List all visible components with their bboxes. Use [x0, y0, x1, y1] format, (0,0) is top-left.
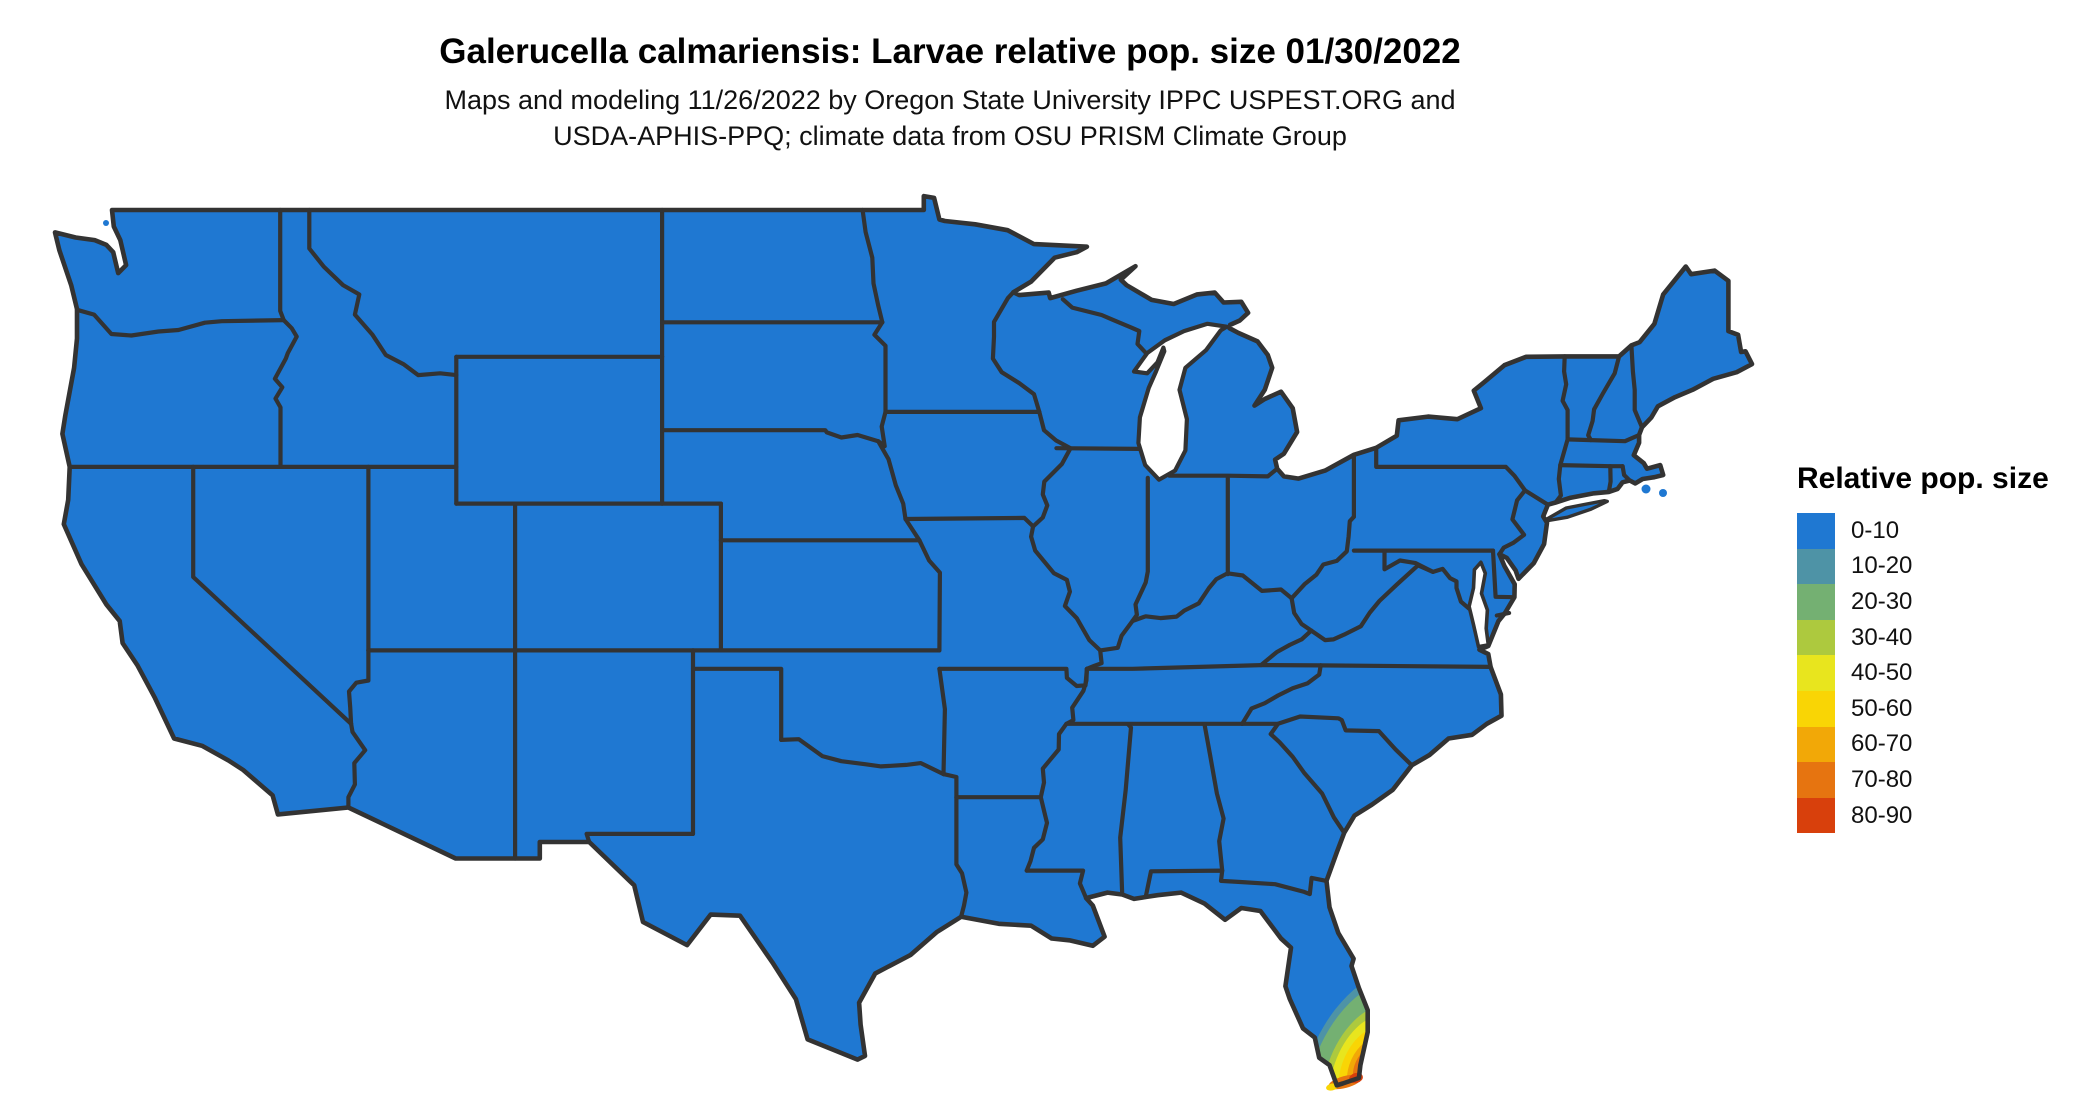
state-border-line: [191, 464, 354, 726]
legend-swatch: [1797, 619, 1835, 656]
state-border-line: [1522, 488, 1551, 507]
legend-item-40-50: 40-50: [1797, 655, 2049, 691]
legend-title: Relative pop. size: [1797, 462, 2049, 495]
state-border-line: [1143, 868, 1329, 900]
state-border-line: [1060, 297, 1148, 355]
legend-item-10-20: 10-20: [1797, 548, 2049, 585]
legend-item-label: 40-50: [1851, 659, 1913, 687]
state-border-line: [1084, 662, 1323, 671]
state-border-line: [779, 737, 946, 777]
state-border-line: [659, 409, 888, 449]
state-border-line: [876, 439, 908, 522]
state-border-line: [1098, 514, 1357, 653]
state-border-line: [1318, 663, 1493, 670]
legend-item-label: 30-40: [1851, 623, 1913, 651]
state-border-line: [990, 290, 1104, 671]
state-border-line: [1565, 432, 1642, 444]
legend-item-label: 50-60: [1851, 694, 1913, 722]
state-border-line: [1560, 354, 1570, 442]
coastal-island: [1641, 484, 1651, 494]
page-subtitle-line1: Maps and modeling 11/26/2022 by Oregon S…: [444, 85, 1456, 115]
state-border-line: [74, 307, 286, 338]
legend-item-label: 80-90: [1851, 801, 1913, 829]
legend-item-label: 60-70: [1851, 730, 1913, 758]
state-border-line: [1606, 464, 1613, 494]
state-border-line: [1497, 488, 1528, 557]
legend-swatch: [1797, 655, 1835, 691]
state-border-line: [1202, 722, 1226, 873]
state-border-line: [346, 721, 368, 810]
state-border-line: [272, 318, 299, 469]
state-border-line: [690, 666, 784, 743]
page-title: Galerucella calmariensis: Larvae relativ…: [439, 32, 1461, 71]
state-border-line: [872, 320, 888, 414]
state-border-line: [903, 515, 1036, 529]
legend-swatch: [1797, 584, 1835, 620]
state-border-line: [1382, 548, 1480, 615]
legend-item-70-80: 70-80: [1797, 762, 2049, 798]
state-border-line: [860, 207, 885, 325]
state-border-line: [1167, 466, 1280, 479]
page-subtitle: Maps and modeling 11/26/2022 by Oregon S…: [0, 82, 1900, 154]
page-subtitle-line2: USDA-APHIS-PPQ; climate data from OSU PR…: [553, 121, 1347, 151]
state-border-line: [1118, 722, 1134, 897]
state-border-line: [1268, 721, 1347, 835]
legend-swatch: [1797, 762, 1835, 798]
legend-swatch: [1797, 690, 1835, 727]
state-border-line: [937, 666, 948, 777]
state-border-line: [1054, 446, 1142, 451]
legend-item-50-60: 50-60: [1797, 690, 2049, 727]
state-border-line: [1130, 475, 1150, 624]
state-border-line: [1309, 563, 1436, 643]
state-border-line: [1240, 663, 1323, 726]
coastal-island: [103, 220, 109, 226]
state-border-line: [1586, 354, 1622, 443]
state-border-line: [1258, 628, 1314, 668]
chesapeake-bay: [1467, 560, 1491, 649]
legend-item-label: 0-10: [1851, 516, 1900, 544]
lake-michigan: [1131, 321, 1229, 482]
legend-item-60-70: 60-70: [1797, 726, 2049, 763]
legend: Relative pop. size 0-10 10-20 20-30 30-40 40…: [1797, 462, 2049, 834]
legend-item-30-40: 30-40: [1797, 619, 2049, 656]
state-border-line: [1024, 666, 1090, 873]
us-landmass: [55, 196, 1752, 1086]
legend-items: 0-10 10-20 20-30 30-40 40-50 50-60 60-70 70-80 8…: [1797, 513, 2049, 834]
state-border-line: [1374, 445, 1528, 493]
legend-swatch: [1797, 513, 1835, 549]
state-border-line: [941, 771, 969, 919]
state-borders: [67, 207, 1645, 919]
state-border-line: [346, 648, 371, 726]
legend-item-label: 10-20: [1851, 552, 1913, 580]
legend-item-label: 70-80: [1851, 765, 1913, 793]
state-border-line: [278, 207, 286, 323]
state-border-line: [1024, 868, 1089, 901]
legend-item-20-30: 20-30: [1797, 584, 2049, 620]
state-border-line: [1629, 343, 1645, 430]
state-border-line: [584, 831, 696, 845]
state-border-line: [1558, 463, 1625, 469]
state-border-line: [1240, 714, 1414, 768]
state-border-line: [1553, 437, 1570, 505]
legend-swatch: [1797, 797, 1835, 834]
state-border-line: [1490, 548, 1517, 600]
legend-item-label: 20-30: [1851, 587, 1913, 615]
legend-item-0-10: 0-10: [1797, 513, 2049, 549]
us-outline: [52, 193, 1755, 1088]
legend-item-80-90: 80-90: [1797, 797, 2049, 834]
legend-swatch: [1797, 548, 1835, 585]
long-island: [1545, 499, 1610, 523]
coastal-island: [1659, 489, 1667, 497]
legend-swatch: [1797, 726, 1835, 763]
state-border-line: [307, 207, 459, 378]
state-border-line: [903, 516, 943, 653]
state-border-line: [1289, 596, 1314, 633]
